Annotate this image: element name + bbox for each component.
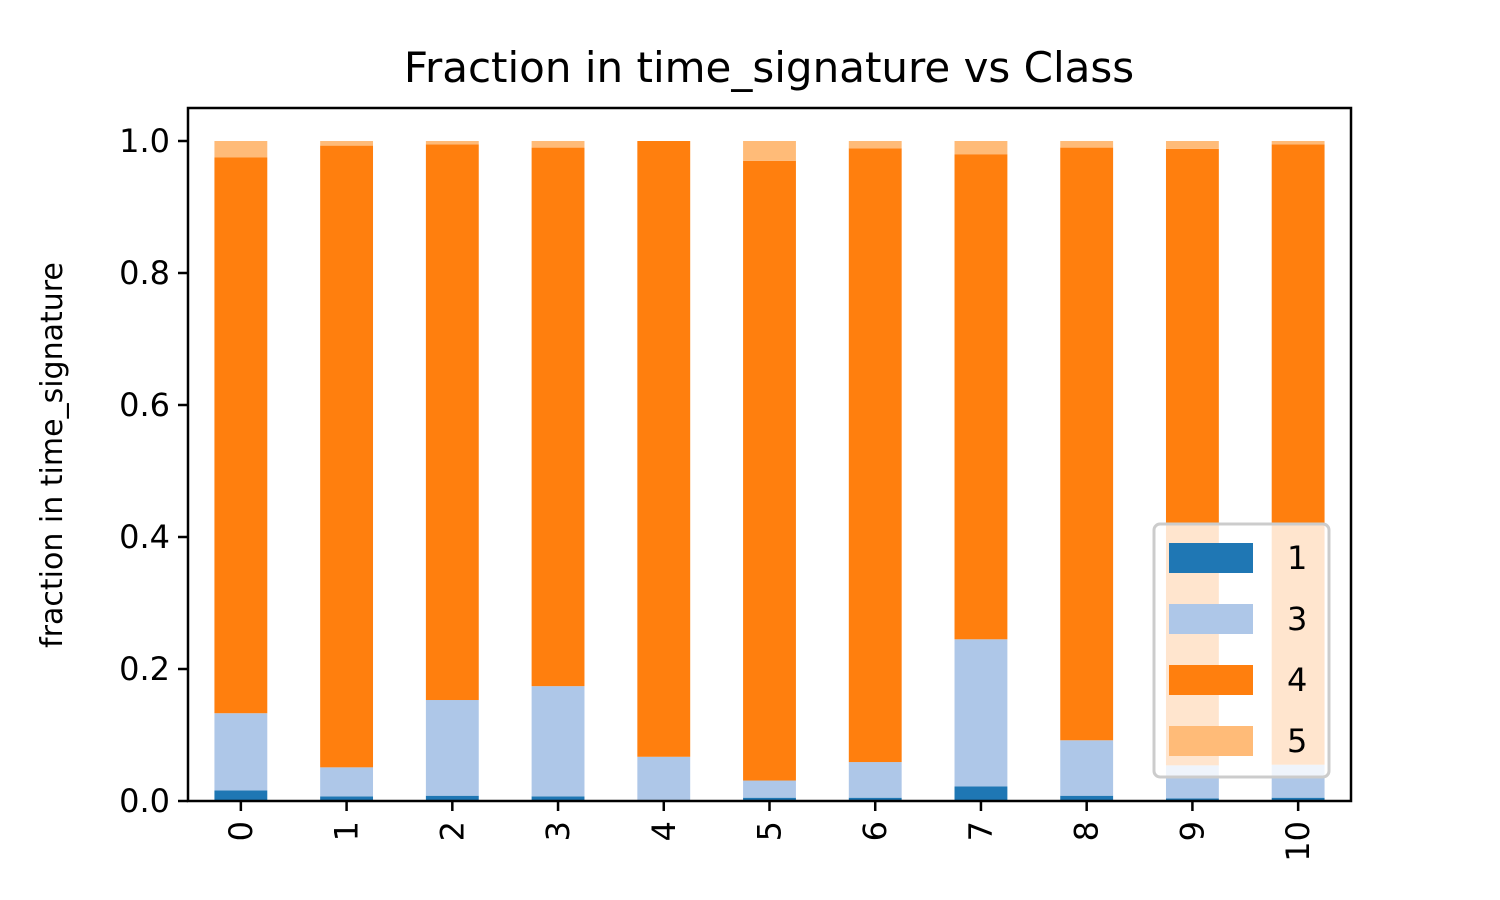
legend-label-3: 3 <box>1287 600 1307 638</box>
x-tick-label: 0 <box>222 821 260 841</box>
bar-class-4-series-4 <box>637 141 691 757</box>
bars-group <box>214 141 1325 801</box>
bar-class-9-series-1 <box>1165 798 1219 801</box>
x-tick-label: 2 <box>433 821 471 841</box>
bar-class-3-series-3 <box>531 686 585 797</box>
y-tick-label: 1.0 <box>119 122 170 160</box>
y-tick-label: 0.4 <box>119 518 170 556</box>
bar-class-3-series-4 <box>531 147 585 687</box>
bar-class-0-series-3 <box>214 713 268 791</box>
bar-class-9-series-5 <box>1165 141 1219 149</box>
bar-class-10-series-5 <box>1271 141 1325 145</box>
bar-class-7-series-3 <box>954 639 1008 787</box>
legend-swatch-1 <box>1169 543 1253 573</box>
x-tick-label: 1 <box>328 821 366 841</box>
bar-class-6-series-3 <box>848 762 902 798</box>
bar-class-6-series-5 <box>848 141 902 149</box>
bar-class-1-series-5 <box>320 141 374 146</box>
bar-class-1-series-3 <box>320 767 374 797</box>
x-tick-label: 10 <box>1279 821 1317 862</box>
bar-class-6-series-4 <box>848 148 902 763</box>
x-axis: 0 1 2 3 4 5 6 7 8 9 10 <box>222 801 1317 862</box>
y-tick-label: 0.8 <box>119 254 170 292</box>
bar-class-8-series-3 <box>1060 740 1114 796</box>
x-tick-label: 3 <box>539 821 577 841</box>
bar-class-5-series-3 <box>743 780 796 798</box>
bar-class-1-series-1 <box>320 796 374 801</box>
bar-class-3-series-1 <box>531 796 585 801</box>
legend-swatch-4 <box>1169 665 1253 695</box>
x-tick-label: 8 <box>1068 821 1106 841</box>
y-axis-label: fraction in time_signature <box>35 262 70 648</box>
bar-class-1-series-4 <box>320 145 374 768</box>
bar-class-2-series-3 <box>425 700 479 796</box>
bar-class-0-series-4 <box>214 157 268 714</box>
bar-class-2-series-1 <box>425 795 479 801</box>
bar-class-10-series-1 <box>1271 797 1325 801</box>
chart-title: Fraction in time_signature vs Class <box>404 43 1134 92</box>
bar-class-2-series-4 <box>425 144 479 701</box>
bar-class-5-series-1 <box>743 797 796 801</box>
legend-frame <box>1152 522 1331 779</box>
bar-class-2-series-5 <box>425 141 479 145</box>
bar-class-8-series-5 <box>1060 141 1114 148</box>
y-tick-label: 0.6 <box>119 386 170 424</box>
x-tick-label: 5 <box>751 821 789 841</box>
bar-class-7-series-1 <box>954 786 1008 801</box>
bar-class-5-series-4 <box>743 160 796 781</box>
bar-class-0-series-5 <box>214 141 268 158</box>
x-tick-label: 9 <box>1173 821 1211 841</box>
legend-label-5: 5 <box>1287 722 1307 760</box>
bar-class-5-series-5 <box>743 141 796 161</box>
y-axis: 0.0 0.2 0.4 0.6 0.8 1.0 <box>119 122 188 820</box>
x-tick-label: 4 <box>645 821 683 841</box>
bar-class-7-series-5 <box>954 141 1008 155</box>
bar-class-6-series-1 <box>848 797 902 801</box>
y-tick-label: 0.2 <box>119 650 170 688</box>
bar-class-3-series-5 <box>531 141 585 148</box>
legend-label-1: 1 <box>1287 539 1307 577</box>
bar-class-8-series-1 <box>1060 795 1114 801</box>
bar-class-0-series-1 <box>214 790 268 801</box>
legend-swatch-3 <box>1169 604 1253 634</box>
bar-class-8-series-4 <box>1060 147 1114 741</box>
bar-class-4-series-3 <box>637 756 691 801</box>
y-tick-label: 0.0 <box>119 782 170 820</box>
x-tick-label: 7 <box>962 821 1000 841</box>
legend-label-4: 4 <box>1287 661 1307 699</box>
x-tick-label: 6 <box>856 821 894 841</box>
bar-class-7-series-4 <box>954 154 1008 640</box>
legend-swatch-5 <box>1169 726 1253 756</box>
legend: 1 3 4 5 <box>1152 522 1331 779</box>
